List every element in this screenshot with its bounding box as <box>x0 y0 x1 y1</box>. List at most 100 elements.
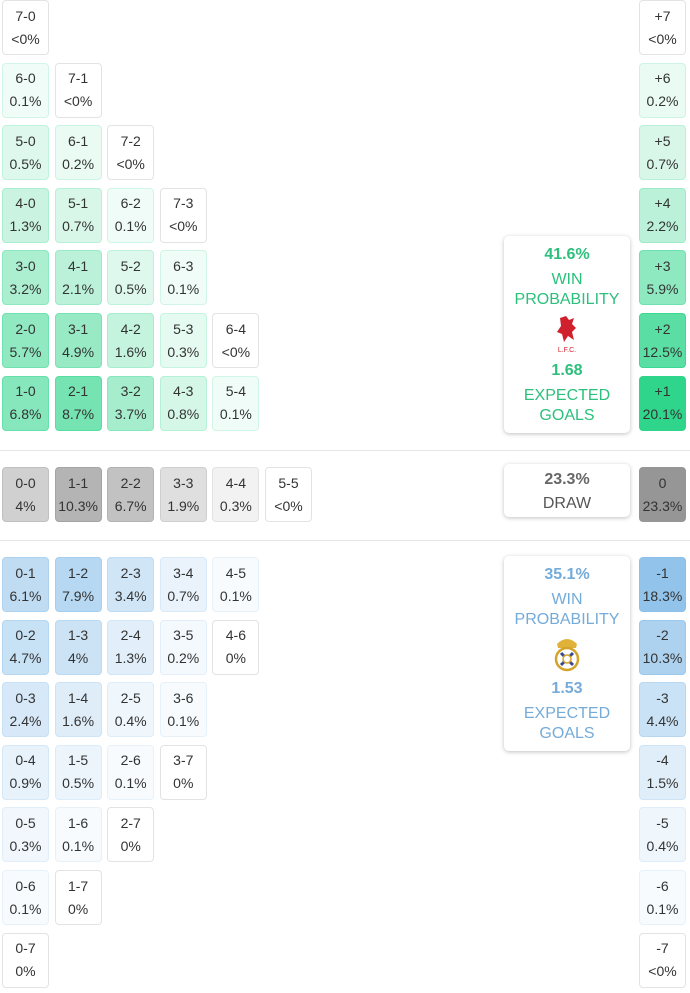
score: 4-3 <box>173 383 194 400</box>
separator <box>0 450 690 451</box>
probability: 4.7% <box>9 650 42 667</box>
score-cell: 1-3 4% <box>54 619 102 675</box>
score: 7-2 <box>120 132 141 149</box>
score-cell: 0-3 2.4% <box>2 682 49 738</box>
score-cell: -3 4.4% <box>639 682 686 738</box>
probability: <0% <box>648 30 677 47</box>
probability: 1.3% <box>9 218 42 235</box>
probability: 3.2% <box>9 280 42 297</box>
score: 2-1 <box>67 383 89 400</box>
probability: 0% <box>225 650 246 667</box>
score: 5-3 <box>173 320 194 337</box>
probability: 3.4% <box>114 587 147 604</box>
score: -7 <box>656 940 669 957</box>
score: 5-2 <box>120 257 141 274</box>
probability: 0.2% <box>646 93 679 110</box>
probability: 2.2% <box>646 218 679 235</box>
score: 2-7 <box>120 814 141 831</box>
score-cell: -2 10.3% <box>639 619 686 675</box>
score: 0-3 <box>15 689 36 706</box>
probability: 0.3% <box>167 343 200 360</box>
score-cell: 2-2 6.7% <box>107 467 155 522</box>
score: 6-3 <box>173 257 194 274</box>
probability: 20.1% <box>642 406 683 423</box>
score: 6-4 <box>225 320 246 337</box>
score-cell: 6-2 0.1% <box>107 187 155 243</box>
away-summary: 35.1% WIN PROBABILITY 1.53 EXPECTED GOAL… <box>504 556 630 751</box>
probability: 0.1% <box>9 93 42 110</box>
score: 3-1 <box>67 320 89 337</box>
score: +7 <box>654 7 671 24</box>
probability: <0% <box>63 93 93 110</box>
probability: 0.1% <box>167 280 200 297</box>
score-cell: 5-0 0.5% <box>2 125 49 181</box>
score: 1-1 <box>67 474 89 491</box>
score-cell: 4-0 1.3% <box>2 187 49 243</box>
probability: 0.1% <box>9 900 42 917</box>
score-cell: 5-4 0.1% <box>212 375 260 431</box>
score-cell: 6-1 0.2% <box>54 125 102 181</box>
score: 0-6 <box>15 877 36 894</box>
score-cell: 0-0 4% <box>2 467 49 522</box>
probability: 0.8% <box>167 406 200 423</box>
score: 3-2 <box>120 383 141 400</box>
score: 6-1 <box>67 132 89 149</box>
score-cell: 7-2 <0% <box>107 125 155 181</box>
score-cell: 5-3 0.3% <box>159 313 207 368</box>
score-cell: 3-6 0.1% <box>159 682 207 738</box>
probability: 1.6% <box>62 712 95 729</box>
probability: 0.1% <box>167 712 200 729</box>
score: 3-0 <box>15 257 36 274</box>
score: 2-2 <box>120 474 141 491</box>
probability: 5.7% <box>9 343 42 360</box>
score-cell: 3-5 0.2% <box>159 619 207 675</box>
score-cell: 4-4 0.3% <box>212 467 260 522</box>
score-cell: 4-1 2.1% <box>54 250 102 306</box>
score-cell: 5-2 0.5% <box>107 250 155 306</box>
probability: <0% <box>116 155 145 172</box>
score-cell: -7 <0% <box>639 932 686 988</box>
probability: 0.4% <box>646 837 679 854</box>
expected-goals: 1.53 <box>551 679 583 697</box>
probability: 0.1% <box>114 775 147 792</box>
score-cell: 2-1 8.7% <box>54 375 102 431</box>
probability: 18.3% <box>642 587 683 604</box>
score: -5 <box>656 814 669 831</box>
win-probability: 41.6% <box>544 245 590 263</box>
score: 0-2 <box>15 627 36 644</box>
score-cell: 7-3 <0% <box>159 187 207 243</box>
score-cell: 3-1 4.9% <box>54 313 102 368</box>
score-cell: +7 <0% <box>639 0 686 55</box>
score-cell: 0-6 0.1% <box>2 870 49 925</box>
score-cell: 3-7 0% <box>159 744 207 800</box>
xg-label: EXPECTED GOALS <box>523 386 611 424</box>
score-cell: 0-2 4.7% <box>2 619 49 675</box>
score-cell: 0-4 0.9% <box>2 744 49 800</box>
score: 3-6 <box>173 689 194 706</box>
probability: 6.8% <box>9 406 42 423</box>
score-cell: 2-0 5.7% <box>2 313 49 368</box>
probability: 0.5% <box>114 280 147 297</box>
probability: 3.7% <box>114 406 147 423</box>
probability: <0% <box>221 343 251 360</box>
score: 0-1 <box>15 564 36 581</box>
score-cell: 7-1 <0% <box>54 62 102 118</box>
score: 0-4 <box>15 752 36 769</box>
score: 4-2 <box>120 320 141 337</box>
score-cell: 2-7 0% <box>107 807 155 863</box>
score-cell: 6-4 <0% <box>212 313 260 368</box>
score-cell: 3-3 1.9% <box>159 467 207 522</box>
probability: 4.9% <box>62 343 95 360</box>
score: 4-4 <box>225 474 246 491</box>
score: 2-0 <box>15 320 36 337</box>
score: 4-6 <box>225 627 246 644</box>
score: 0-0 <box>15 474 36 491</box>
probability: 8.7% <box>62 406 95 423</box>
score: 0 <box>658 474 667 491</box>
win-label: WIN PROBABILITY <box>514 270 620 308</box>
score-cell: 1-6 0.1% <box>54 807 102 863</box>
probability: 10.3% <box>58 497 98 514</box>
win-label: WIN PROBABILITY <box>514 590 620 628</box>
probability: <0% <box>274 497 303 514</box>
score: 7-0 <box>15 7 36 24</box>
